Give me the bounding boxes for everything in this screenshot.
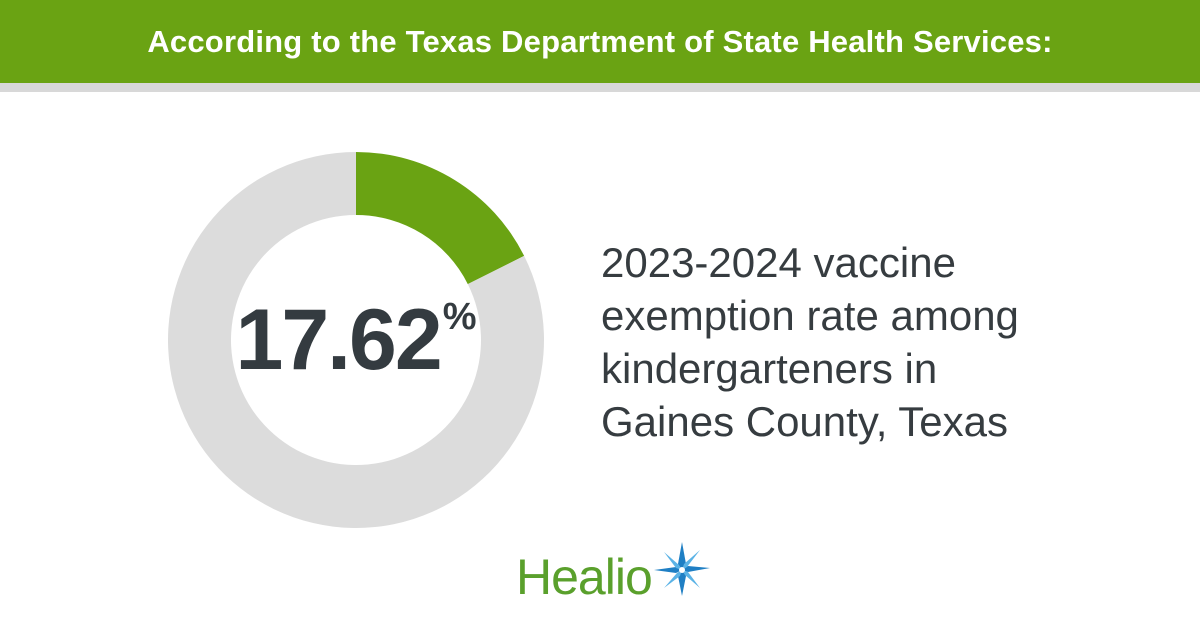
- banner-title: According to the Texas Department of Sta…: [147, 23, 1053, 59]
- description-line: kindergarteners in: [601, 345, 938, 392]
- donut-chart-svg: [167, 152, 544, 528]
- healio-logo: Healio: [516, 540, 726, 610]
- logo-wordmark: Healio: [516, 549, 653, 605]
- donut-slice-remainder: [167, 152, 544, 528]
- description-line: exemption rate among: [601, 292, 1019, 339]
- description-line: 2023-2024 vaccine: [601, 239, 956, 286]
- top-banner: According to the Texas Department of Sta…: [0, 0, 1200, 83]
- star-burst-icon: [654, 542, 710, 596]
- chart-description: 2023-2024 vaccine exemption rate among k…: [601, 236, 1161, 448]
- donut-slice-exempt: [356, 152, 525, 285]
- donut-chart: 17.62 %: [167, 152, 544, 528]
- description-line: Gaines County, Texas: [601, 398, 1008, 445]
- banner-divider: [0, 83, 1200, 92]
